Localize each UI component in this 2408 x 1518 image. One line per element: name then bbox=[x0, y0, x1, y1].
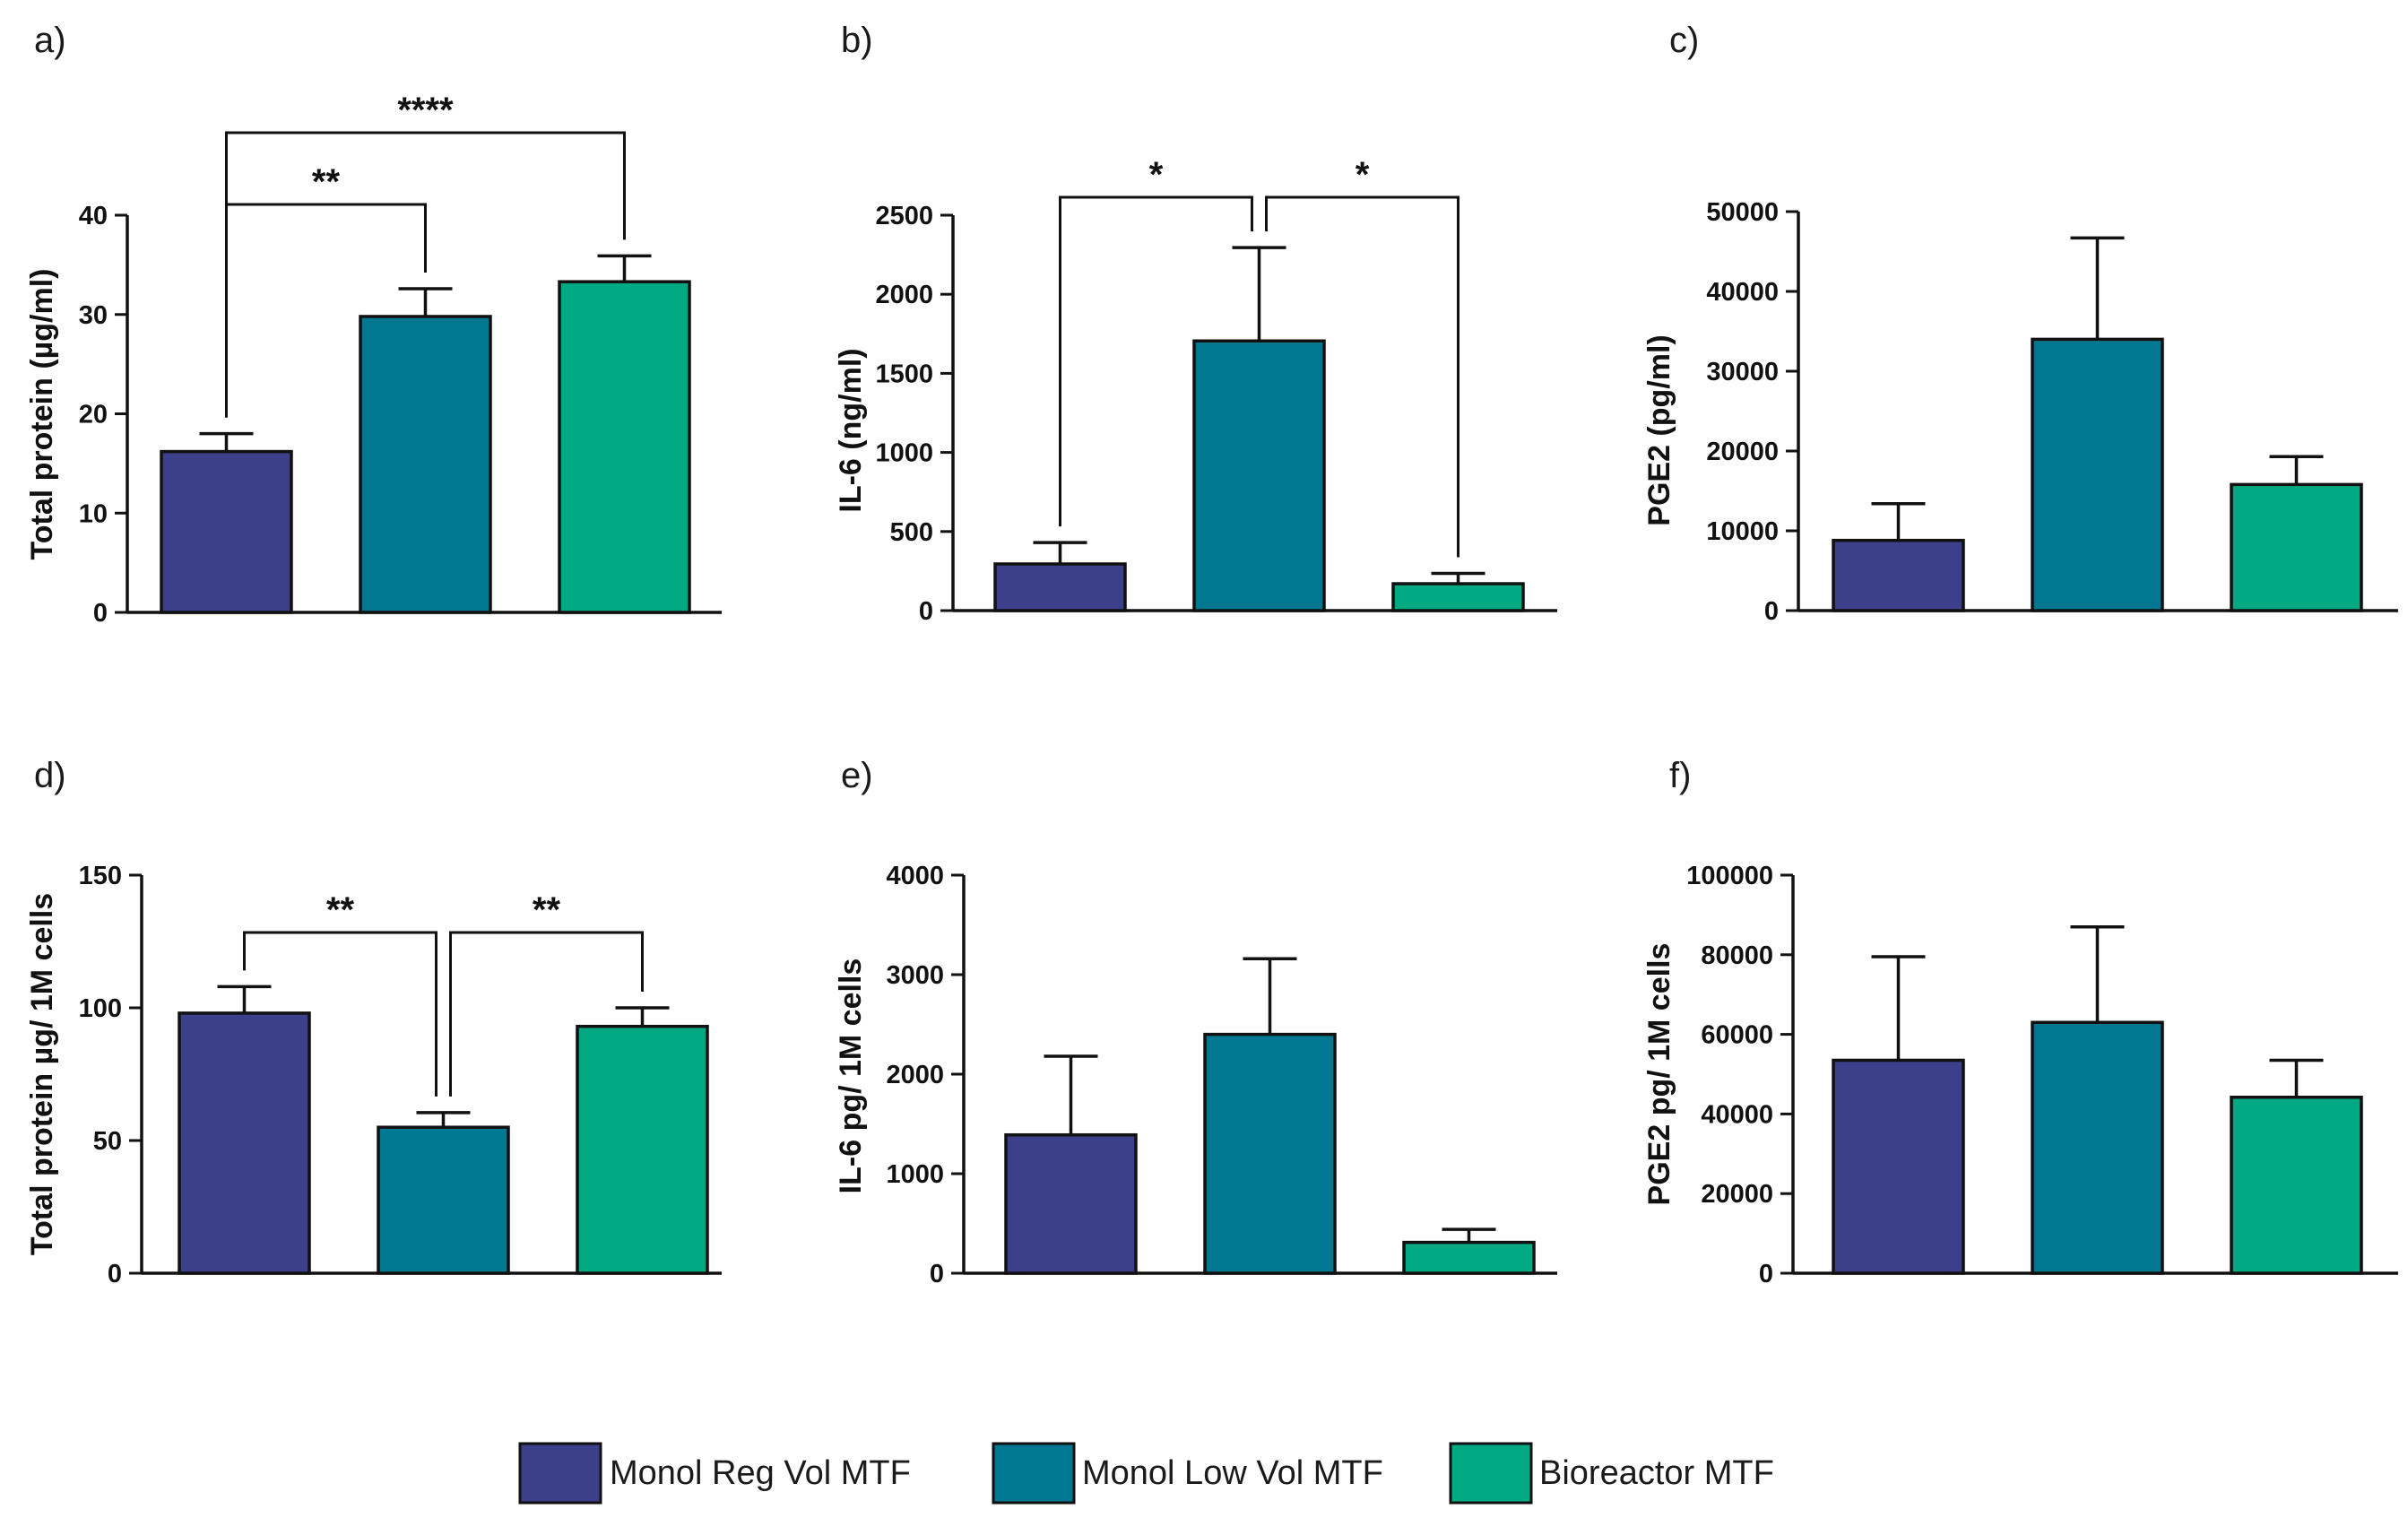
significance-label: ** bbox=[533, 890, 561, 930]
y-axis-title: IL-6 (ng/ml) bbox=[834, 348, 868, 512]
legend-item-1: Monol Low Vol MTF bbox=[992, 1442, 1383, 1505]
y-axis-title: Total protein µg/ 1M cells bbox=[25, 893, 59, 1255]
y-axis-title: PGE2 (pg/ml) bbox=[1642, 334, 1676, 525]
y-tick-label: 1000 bbox=[886, 1160, 944, 1189]
chart-panel-5: f) PGE2 pg/ 1M cells 0 20000 40000 60000 80000… bbox=[1642, 756, 2398, 1288]
y-tick-label: 20000 bbox=[1706, 438, 1779, 466]
bar-2 bbox=[2230, 482, 2363, 612]
legend-swatch-2 bbox=[1449, 1442, 1533, 1505]
panel-letter: a) bbox=[34, 21, 66, 60]
significance-label: * bbox=[1356, 155, 1370, 195]
y-tick-label: 80000 bbox=[1701, 941, 1773, 970]
bar-1 bbox=[377, 1125, 510, 1275]
panel-letter: e) bbox=[841, 756, 873, 795]
significance-bracket bbox=[449, 931, 644, 1097]
y-tick-label: 3000 bbox=[886, 961, 944, 990]
bar-2 bbox=[1391, 582, 1525, 612]
bar-0 bbox=[1004, 1132, 1138, 1275]
bar-2 bbox=[576, 1024, 709, 1275]
bar-1 bbox=[1192, 339, 1326, 612]
y-axis-title: PGE2 pg/ 1M cells bbox=[1642, 943, 1676, 1206]
y-tick-label: 100000 bbox=[1686, 862, 1773, 890]
y-tick-label: 500 bbox=[890, 518, 933, 547]
y-tick-label: 4000 bbox=[886, 862, 944, 890]
bar-1 bbox=[2031, 1020, 2164, 1275]
y-tick-label: 0 bbox=[919, 597, 933, 626]
legend-swatch-1 bbox=[992, 1442, 1076, 1505]
y-tick-label: 2000 bbox=[886, 1061, 944, 1089]
panel-letter: b) bbox=[841, 21, 873, 60]
y-tick-label: 10 bbox=[79, 499, 108, 528]
bar-2 bbox=[2230, 1096, 2363, 1275]
legend-label-1: Monol Low Vol MTF bbox=[1082, 1454, 1383, 1492]
bar-0 bbox=[1832, 538, 1965, 612]
bar-2 bbox=[558, 280, 691, 614]
y-tick-label: 2500 bbox=[875, 202, 933, 230]
y-tick-label: 50000 bbox=[1706, 198, 1779, 227]
y-tick-label: 30000 bbox=[1706, 358, 1779, 386]
y-axis-title: IL-6 pg/ 1M cells bbox=[834, 959, 868, 1194]
y-tick-label: 100 bbox=[79, 994, 122, 1023]
bar-0 bbox=[993, 562, 1127, 612]
legend-item-2: Bioreactor MTF bbox=[1449, 1442, 1774, 1505]
y-tick-label: 20 bbox=[79, 401, 108, 429]
y-tick-label: 40000 bbox=[1706, 278, 1779, 307]
y-tick-label: 150 bbox=[79, 862, 122, 890]
bar-2 bbox=[1402, 1240, 1536, 1275]
bar-0 bbox=[1832, 1058, 1965, 1275]
panel-letter: d) bbox=[34, 756, 66, 795]
legend-item-0: Monol Reg Vol MTF bbox=[518, 1442, 911, 1505]
panel-letter: f) bbox=[1669, 756, 1691, 795]
legend-swatch-0 bbox=[518, 1442, 602, 1505]
y-tick-label: 1500 bbox=[875, 360, 933, 388]
y-tick-label: 0 bbox=[930, 1260, 944, 1288]
significance-label: * bbox=[1149, 155, 1164, 195]
significance-label: ** bbox=[312, 162, 341, 202]
y-tick-label: 0 bbox=[93, 599, 108, 628]
y-tick-label: 2000 bbox=[875, 281, 933, 309]
y-tick-label: 0 bbox=[108, 1260, 122, 1288]
legend-label-2: Bioreactor MTF bbox=[1539, 1454, 1774, 1492]
significance-label: **** bbox=[397, 91, 454, 130]
significance-bracket bbox=[243, 931, 437, 1097]
y-tick-label: 40 bbox=[79, 202, 108, 230]
significance-bracket bbox=[1059, 195, 1253, 527]
y-tick-label: 10000 bbox=[1706, 517, 1779, 546]
legend-label-0: Monol Reg Vol MTF bbox=[610, 1454, 911, 1492]
bar-0 bbox=[178, 1011, 311, 1275]
y-axis-title: Total protein (µg/ml) bbox=[25, 269, 59, 560]
bar-1 bbox=[1203, 1032, 1337, 1275]
y-tick-label: 1000 bbox=[875, 439, 933, 468]
y-tick-label: 40000 bbox=[1701, 1100, 1773, 1129]
legend: Monol Reg Vol MTF Monol Low Vol MTF Bior… bbox=[518, 1442, 1774, 1505]
bar-1 bbox=[2031, 337, 2164, 612]
panel-letter: c) bbox=[1669, 21, 1699, 60]
y-tick-label: 0 bbox=[1764, 597, 1779, 626]
chart-panel-3: d) Total protein µg/ 1M cells 0 50 100 150 ** *… bbox=[25, 756, 722, 1288]
y-tick-label: 0 bbox=[1759, 1260, 1773, 1288]
y-tick-label: 30 bbox=[79, 301, 108, 330]
significance-bracket bbox=[1265, 195, 1460, 558]
significance-label: ** bbox=[326, 890, 355, 930]
chart-panel-2: c) PGE2 (pg/ml) 0 10000 20000 30000 40000 50000 bbox=[1642, 21, 2398, 626]
y-tick-label: 60000 bbox=[1701, 1021, 1773, 1050]
chart-panel-1: b) IL-6 (ng/ml) 0 500 1000 1500 2000 2500 * * bbox=[834, 21, 1557, 626]
bar-0 bbox=[160, 449, 293, 614]
y-tick-label: 50 bbox=[93, 1127, 122, 1156]
significance-bracket bbox=[225, 131, 626, 418]
chart-panel-4: e) IL-6 pg/ 1M cells 0 1000 2000 3000 4000 bbox=[834, 756, 1557, 1288]
y-tick-label: 20000 bbox=[1701, 1180, 1773, 1209]
bar-1 bbox=[359, 315, 492, 614]
